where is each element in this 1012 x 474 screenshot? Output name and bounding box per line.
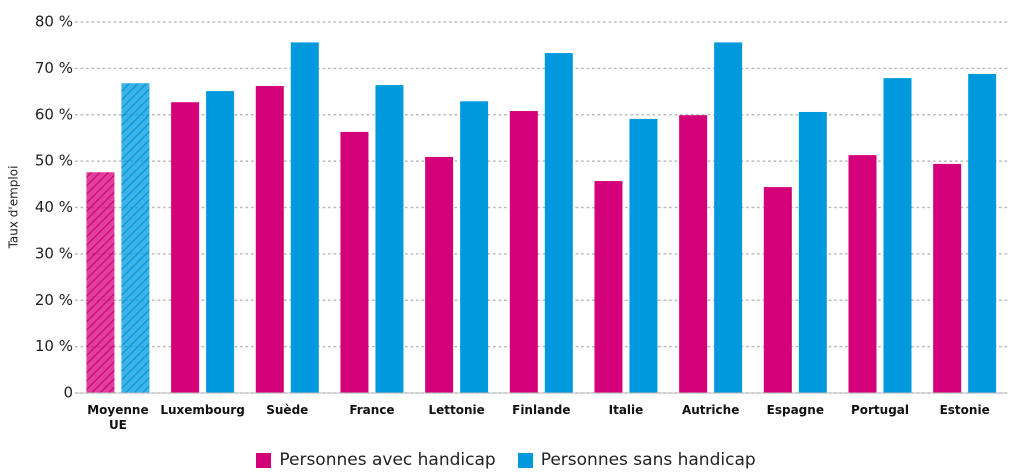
- y-tick-label: 10 %: [35, 337, 73, 355]
- legend-swatch: [517, 452, 533, 468]
- bar: [171, 102, 200, 393]
- x-tick-label: Moyenne UE: [87, 403, 149, 432]
- bar: [883, 78, 912, 394]
- bar: [206, 91, 235, 393]
- bar: [933, 163, 962, 393]
- bar: [629, 118, 658, 393]
- x-tick-label: Suède: [266, 403, 309, 417]
- bar: [375, 85, 404, 393]
- bar: [848, 155, 877, 393]
- x-tick-label: France: [349, 403, 395, 417]
- y-axis-label: Taux d'emploi: [7, 166, 21, 250]
- legend-label: Personnes avec handicap: [279, 450, 496, 470]
- bar: [968, 73, 997, 393]
- bar: [86, 172, 115, 393]
- bar: [714, 42, 743, 393]
- x-tick-label: Espagne: [766, 403, 824, 417]
- x-tick-label: Lettonie: [428, 403, 485, 417]
- y-tick-label: 0: [63, 384, 73, 402]
- bar: [340, 131, 369, 393]
- y-tick-label: 20 %: [35, 291, 73, 309]
- bar: [460, 101, 489, 394]
- legend-swatch: [256, 452, 272, 468]
- y-tick-label: 80 %: [35, 13, 73, 31]
- legend-label: Personnes sans handicap: [540, 450, 756, 470]
- x-tick-label: Autriche: [681, 403, 740, 417]
- legend: Personnes avec handicap Personnes sans ha…: [0, 450, 1012, 470]
- bar: [425, 156, 454, 393]
- y-tick-label: 70 %: [35, 59, 73, 77]
- x-tick-label: Italie: [608, 403, 644, 417]
- y-tick-label: 30 %: [35, 244, 73, 262]
- bar: [544, 53, 573, 393]
- legend-item: Personnes sans handicap: [517, 450, 756, 470]
- y-tick-label: 50 %: [35, 152, 73, 170]
- y-tick-label: 60 %: [35, 105, 73, 123]
- y-tick-label: 40 %: [35, 198, 73, 216]
- bar: [763, 187, 792, 393]
- bar: [509, 111, 538, 393]
- x-tick-label: Luxembourg: [160, 403, 245, 417]
- x-tick-label: Portugal: [850, 403, 910, 417]
- bar: [255, 85, 284, 393]
- x-tick-label: Estonie: [939, 403, 990, 417]
- bar: [679, 115, 708, 394]
- bar: [121, 83, 150, 393]
- x-tick-label: Finlande: [512, 403, 571, 417]
- legend-item: Personnes avec handicap: [256, 450, 496, 470]
- bar: [798, 111, 827, 393]
- bar: [290, 42, 319, 393]
- bar: [594, 181, 623, 393]
